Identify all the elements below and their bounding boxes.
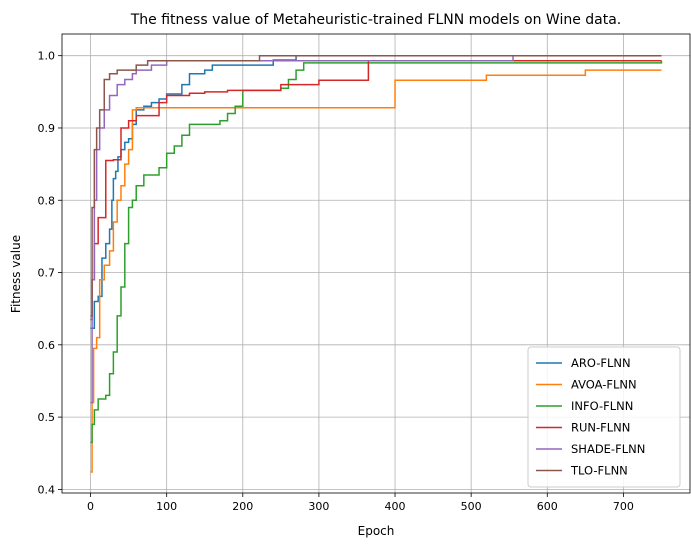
y-tick-label: 0.5: [38, 411, 56, 424]
series-line-avoa-flnn: [90, 69, 662, 473]
y-tick-label: 0.9: [38, 122, 56, 135]
x-tick-label: 200: [232, 500, 253, 513]
y-tick-label: 0.4: [38, 483, 56, 496]
legend-label-run-flnn: RUN-FLNN: [571, 421, 630, 435]
plot-frame: [61, 33, 691, 494]
legend-label-tlo-flnn: TLO-FLNN: [570, 464, 628, 478]
x-tick-label: 500: [461, 500, 482, 513]
chart-title: The fitness value of Metaheuristic-train…: [130, 12, 622, 28]
legend-label-info-flnn: INFO-FLNN: [571, 399, 633, 413]
legend-box: [527, 346, 681, 488]
y-tick-label: 0.6: [38, 339, 56, 352]
x-tick-label: 700: [613, 500, 634, 513]
y-tick-label: 0.8: [38, 194, 56, 207]
legend: ARO-FLNN AVOA-FLNN INFO-FLNN RUN-FLNN SHADE-…: [527, 346, 681, 488]
y-axis-label: Fitness value: [9, 235, 23, 313]
legend-label-avoa-flnn: AVOA-FLNN: [571, 378, 637, 392]
x-tick-label: 0: [87, 500, 94, 513]
x-tick-label: 100: [156, 500, 177, 513]
series-line-tlo-flnn: [90, 54, 662, 317]
x-axis-label: Epoch: [358, 524, 395, 538]
series-line-run-flnn: [90, 59, 662, 321]
x-tick-label: 400: [385, 500, 406, 513]
x-tick-label: 600: [537, 500, 558, 513]
x-tick-label: 300: [308, 500, 329, 513]
y-tick-label: 0.7: [38, 267, 56, 280]
axis-ticks: 0 100 200 300 400 500 600 700 0.4 0.5 0.6 0.7 0.8 0.9…: [38, 50, 634, 513]
legend-label-shade-flnn: SHADE-FLNN: [571, 442, 645, 456]
legend-label-aro-flnn: ARO-FLNN: [571, 356, 631, 370]
plot-series: [90, 54, 663, 473]
y-tick-label: 1.0: [38, 50, 56, 63]
